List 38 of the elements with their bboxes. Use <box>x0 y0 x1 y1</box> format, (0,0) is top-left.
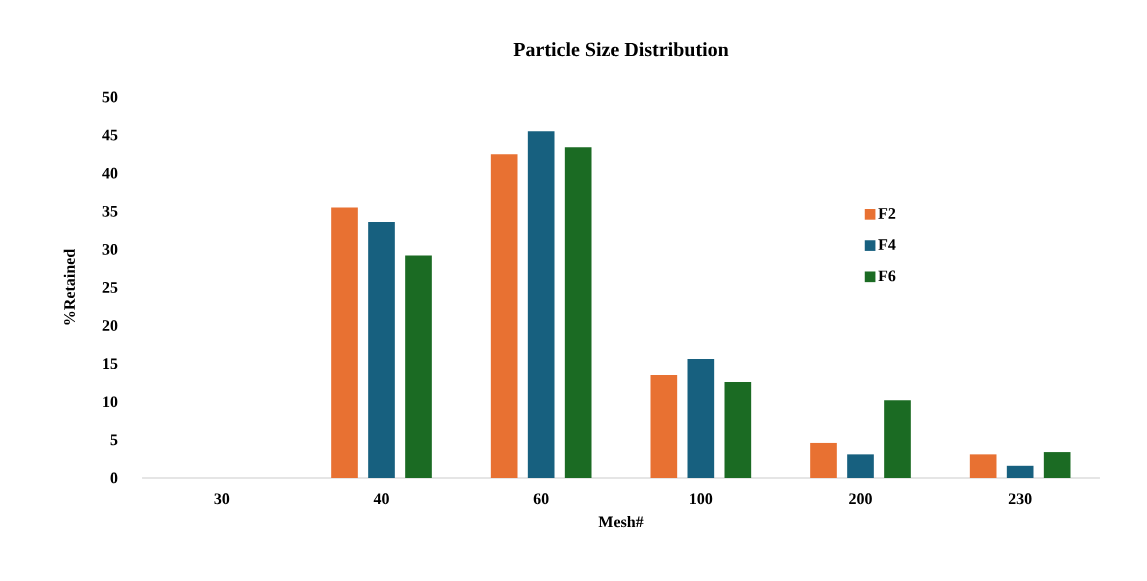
x-tick-label: 40 <box>373 493 389 505</box>
y-tick-label: 10 <box>103 396 118 408</box>
bar <box>405 255 432 478</box>
x-tick-label: 60 <box>533 493 549 505</box>
chart-title: Particle Size Distribution <box>513 42 729 57</box>
bar <box>810 442 837 478</box>
y-tick-label: 5 <box>110 434 118 446</box>
bar <box>687 359 715 478</box>
legend-label: F4 <box>878 239 896 250</box>
y-tick-label: 40 <box>102 167 118 179</box>
bar <box>847 454 874 478</box>
y-tick-label: 0 <box>110 472 118 484</box>
x-axis-title: Mesh# <box>598 515 644 528</box>
y-tick-label: 20 <box>102 320 118 331</box>
bar <box>884 400 911 478</box>
bar <box>1006 465 1034 478</box>
x-tick-label: 200 <box>849 493 872 505</box>
y-axis-title: %Retained <box>63 249 75 325</box>
x-tick-label: 30 <box>214 493 230 505</box>
bar <box>331 207 358 478</box>
y-tick-label: 50 <box>102 91 118 103</box>
y-tick-label: 35 <box>102 205 118 217</box>
bar <box>1043 452 1071 478</box>
bar <box>527 131 555 478</box>
y-tick-label: 25 <box>102 282 118 293</box>
y-tick-label: 45 <box>102 129 118 141</box>
bar <box>650 375 678 478</box>
x-tick-label: 230 <box>1008 493 1032 505</box>
bar <box>724 381 752 478</box>
legend-label: F2 <box>878 208 896 219</box>
bar <box>490 154 518 478</box>
x-tick-label: 100 <box>690 493 713 505</box>
bar <box>564 147 592 478</box>
legend-label: F6 <box>878 270 896 282</box>
bar <box>368 221 395 478</box>
bar <box>969 454 997 478</box>
y-tick-label: 15 <box>103 358 118 370</box>
y-tick-label: 30 <box>102 243 118 255</box>
